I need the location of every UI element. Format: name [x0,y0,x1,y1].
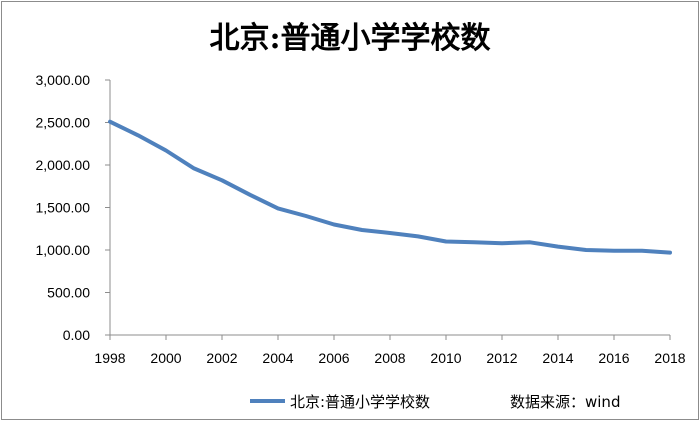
legend-label: 北京:普通小学学校数 [290,393,430,411]
x-tick-label: 2004 [262,350,293,366]
x-tick-label: 2018 [654,350,685,366]
y-tick-label: 3,000.00 [36,72,91,88]
x-tick-label: 2012 [486,350,517,366]
y-tick-label: 1,500.00 [36,200,91,216]
y-tick-label: 500.00 [47,285,90,301]
x-tick-label: 1998 [94,350,125,366]
axes [109,80,670,336]
legend: 北京:普通小学学校数 数据来源：wind [250,393,620,411]
y-tick-label: 2,500.00 [36,115,91,131]
x-tick-label: 2016 [598,350,629,366]
y-axis-ticks: 3,000.00 2,500.00 2,000.00 1,500.00 1,000.00… [36,72,110,343]
x-tick-label: 2002 [206,350,237,366]
chart-title: 北京:普通小学学校数 [209,21,491,56]
x-tick-label: 2006 [318,350,349,366]
x-axis-ticks: 1998 2000 2002 2004 2006 2008 2010 2012 2014 2016… [94,335,686,366]
source-note: 数据来源：wind [510,393,620,411]
x-tick-label: 2014 [542,350,573,366]
x-tick-label: 2008 [374,350,405,366]
x-tick-label: 2010 [430,350,461,366]
series-layer [108,119,672,255]
y-tick-label: 1,000.00 [36,242,91,258]
y-tick-label: 2,000.00 [36,157,91,173]
y-tick-label: 0.00 [63,327,90,343]
x-tick-label: 2000 [150,350,181,366]
